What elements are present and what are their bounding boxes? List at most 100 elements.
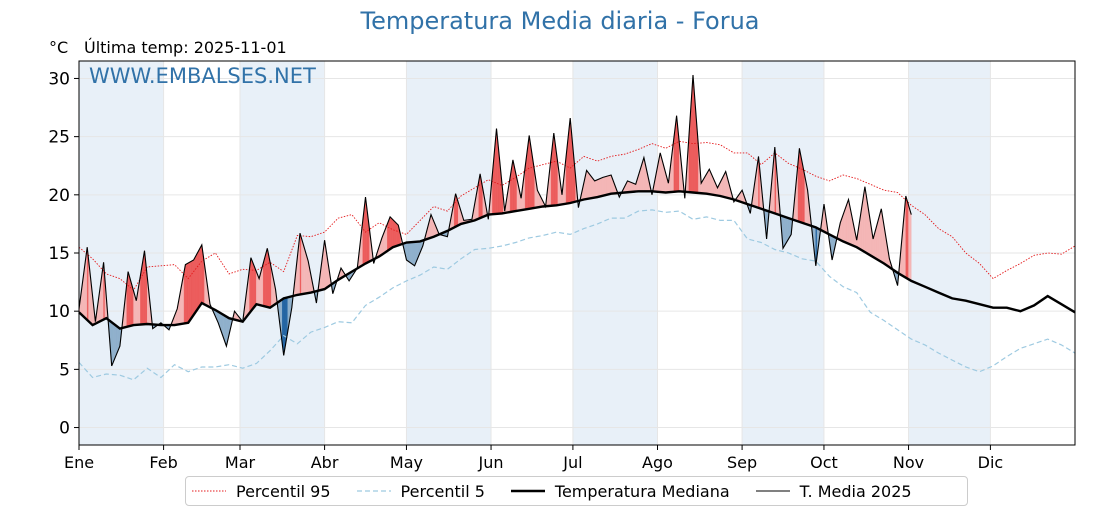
fill-above-median [595,179,598,198]
fill-above-median [252,261,254,311]
fill-below-median [788,217,791,240]
x-tick-label: Ago [642,453,673,472]
y-tick-label: 10 [48,302,70,322]
legend-item-p95: Percentil 95 [192,482,331,501]
fill-above-median [299,233,302,295]
fill-above-median [599,177,602,197]
fill-above-median [142,250,145,325]
fill-above-median [264,253,267,307]
fill-above-median [609,174,612,195]
last-temp-label: Última temp: 2025-11-01 [84,38,287,57]
legend-item-median: Temperatura Mediana [510,482,730,501]
fill-above-median [192,259,194,318]
y-axis-ticks: 0 5 10 15 20 25 30 [48,69,79,439]
x-tick-label: Oct [810,453,838,472]
fill-above-median [250,257,253,312]
x-tick-label: May [390,453,423,472]
fill-above-median [186,262,189,324]
fill-above-median [303,247,306,294]
legend-swatch-p95 [192,490,226,492]
fill-above-median [198,247,201,308]
fill-above-median [395,221,398,247]
fill-above-median [799,148,801,223]
fill-above-median [196,252,198,312]
fill-above-median [597,178,600,198]
fill-below-median [410,241,413,265]
fill-above-median [387,220,389,252]
series-line-p95 [78,140,1076,291]
watermark-link[interactable]: WWW.EMBALSES.NET [89,64,316,88]
fill-below-median [407,242,410,263]
series-lines [78,74,1076,381]
fill-above-median [189,261,192,322]
fill-above-median [265,248,268,308]
fill-above-median [606,175,609,195]
fill-above-median [194,254,197,314]
fill-above-median [187,261,190,324]
fill-above-median [256,271,258,305]
fill-above-median [846,199,849,244]
legend-label-actual: T. Media 2025 [799,481,912,501]
fill-below-median [786,217,789,243]
fill-above-median [301,237,303,295]
fill-above-median [608,175,610,195]
fill-below-median [782,215,785,250]
series-line-p5 [78,209,1076,381]
fill-above-median [305,251,308,294]
y-tick-label: 25 [48,128,70,148]
x-tick-label: Feb [149,453,177,472]
fill-above-median [190,260,193,320]
fill-above-median [906,200,909,280]
fill-above-median [197,249,200,310]
x-tick-label: Nov [893,453,924,472]
fill-above-median [630,181,632,193]
fill-above-median [587,171,590,200]
fill-above-median [185,263,187,324]
y-unit-label: °C [49,38,69,57]
fill-above-median [905,195,908,279]
legend-item-actual: T. Media 2025 [755,481,912,501]
fill-above-median [193,257,196,316]
fill-above-median [254,268,257,307]
x-axis-ticks: Ene Feb Mar Abr May Jun Jul Ago Sep Oct Nov Dic [64,445,1003,472]
fill-above-median [586,169,589,200]
x-tick-label: Jul [562,453,582,472]
fill-above-median [589,173,591,199]
fill-above-median [605,175,608,196]
fill-above-median [844,207,846,243]
fill-above-median [396,223,399,247]
fill-above-median [393,220,396,247]
fill-above-median [909,209,912,282]
chart-legend: Percentil 95 Percentil 5 Temperatura Med… [185,476,968,506]
fill-below-median [114,324,117,360]
fill-above-median [628,181,631,193]
legend-label-p5: Percentil 5 [400,481,485,501]
y-tick-label: 30 [48,69,70,89]
y-tick-label: 15 [48,244,70,264]
series-line-median [78,190,1076,330]
fill-above-median [200,244,202,306]
y-tick-label: 20 [48,186,70,206]
fill-above-median [388,216,391,251]
fill-above-median [908,205,911,281]
fill-above-median [602,176,605,197]
fill-above-median [253,264,256,309]
fill-below-median [111,321,114,366]
x-tick-label: Sep [727,453,757,472]
fill-below-median [115,325,118,357]
fill-below-median [112,322,115,363]
y-tick-label: 0 [59,419,70,439]
fill-above-median [267,248,269,308]
fill-above-median [127,271,130,327]
fill-above-median [800,155,803,224]
x-tick-label: Jun [478,453,504,472]
fill-above-median [598,178,601,198]
x-tick-label: Dic [978,453,1004,472]
fill-above-median [879,208,882,263]
fill-above-median [707,168,710,195]
fill-above-median [129,276,132,327]
fill-below-median [411,241,414,266]
chart-title: Temperatura Media diaria - Forua [360,7,760,35]
fill-above-median [724,171,726,198]
fill-above-median [392,219,395,248]
